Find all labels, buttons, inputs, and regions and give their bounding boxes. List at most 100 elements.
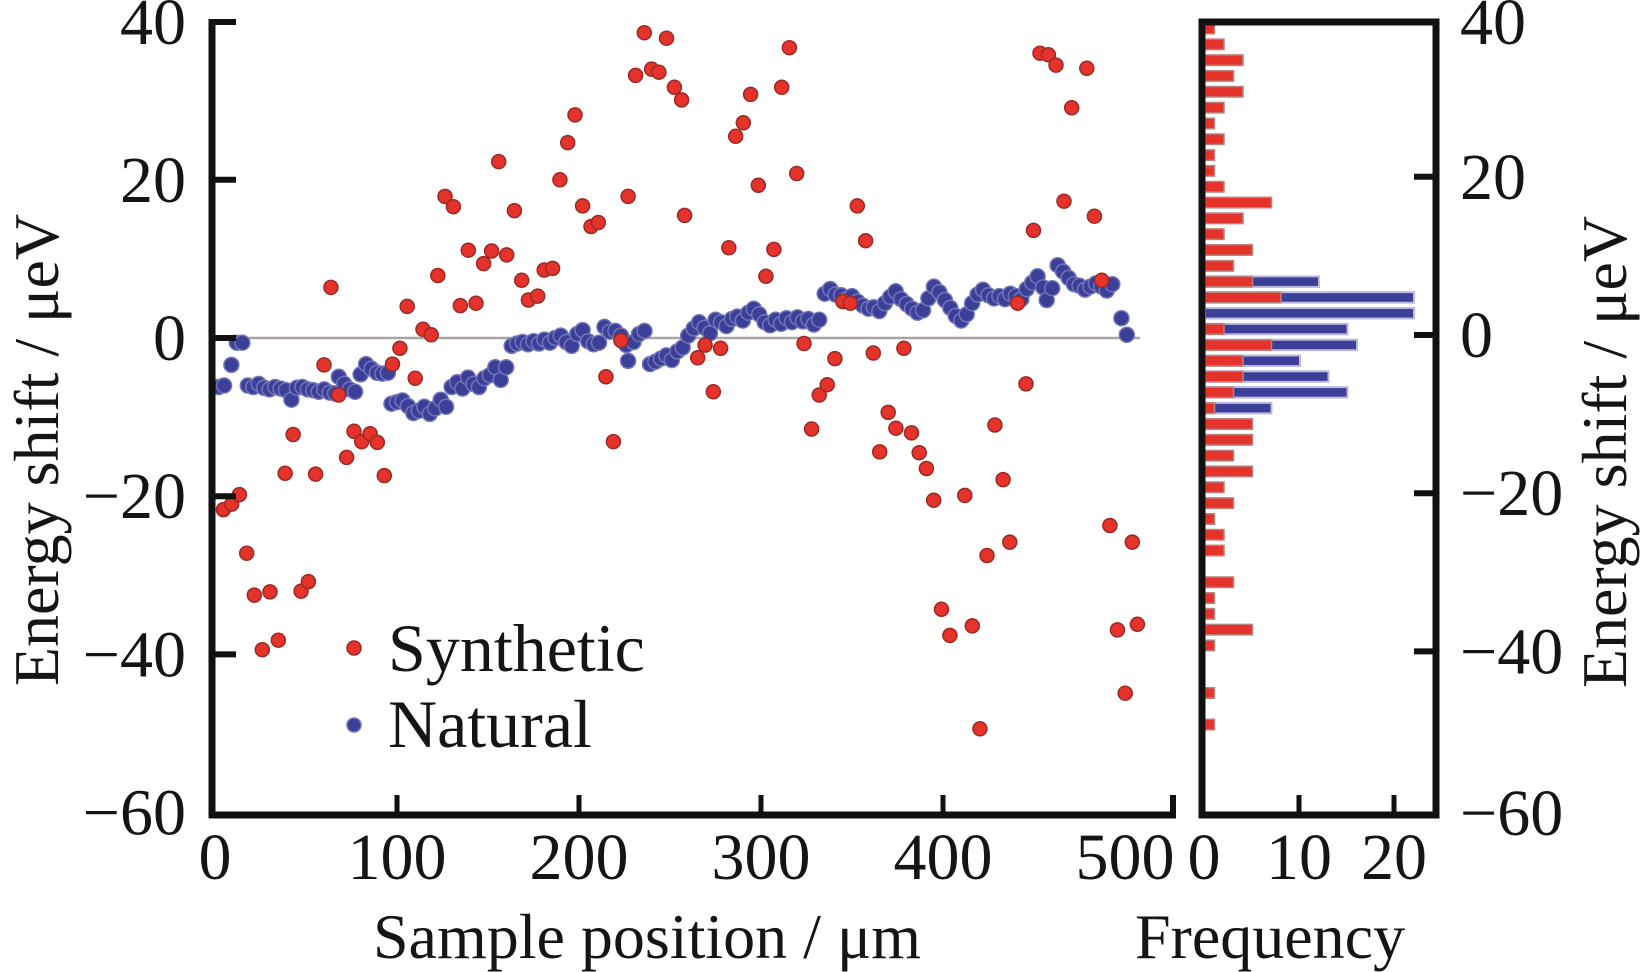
x-tick-label: 300: [712, 821, 811, 894]
synthetic-point: [513, 272, 530, 289]
histogram-bar-synthetic: [1204, 117, 1216, 130]
synthetic-point: [1117, 685, 1133, 701]
synthetic-point: [796, 335, 812, 352]
histogram-y-tick-label: 20: [1460, 141, 1526, 214]
synthetic-point: [766, 241, 782, 258]
x-axis-ticks: 0 100 200 300 400 500: [199, 795, 1175, 894]
natural-point: [1043, 279, 1061, 297]
synthetic-point: [262, 584, 278, 600]
histogram-y-tick-label: −40: [1460, 615, 1563, 688]
y-tick-label: −40: [83, 618, 186, 691]
natural-point: [234, 334, 251, 351]
synthetic-point: [430, 267, 446, 284]
synthetic-point: [506, 202, 523, 219]
histogram-bar-synthetic: [1204, 686, 1216, 699]
histogram-x-axis-ticks: 0 10 20: [1188, 795, 1427, 894]
x-tick-label: 100: [348, 821, 447, 894]
synthetic-point: [1040, 47, 1057, 63]
x-tick-label: 500: [1076, 821, 1175, 894]
synthetic-point: [712, 340, 729, 357]
synthetic-point: [788, 165, 805, 182]
y-tick-label: −60: [83, 777, 186, 850]
natural-point: [223, 356, 240, 374]
histogram-bar-synthetic: [1204, 133, 1225, 146]
synthetic-point: [933, 601, 950, 618]
legend-label-synthetic: Synthetic: [388, 610, 645, 686]
synthetic-point: [742, 86, 759, 103]
natural-point: [346, 383, 364, 401]
synthetic-point: [323, 279, 339, 296]
synthetic-point: [658, 30, 675, 46]
histogram-y-tick-label: 0: [1460, 299, 1493, 372]
y-tick-label: 0: [153, 302, 186, 375]
x-tick-label: 0: [199, 821, 232, 894]
synthetic-point: [330, 387, 347, 403]
histogram-y-tick-label: 40: [1460, 0, 1526, 59]
legend-label-natural: Natural: [388, 686, 592, 762]
synthetic-point: [705, 384, 722, 400]
natural-point: [1118, 326, 1136, 344]
synthetic-point: [620, 188, 636, 205]
synthetic-point: [666, 79, 683, 96]
synthetic-point: [346, 423, 362, 440]
natural-point: [437, 398, 455, 416]
y-axis-ticks: 40 20 0 −20 −40 −60: [83, 0, 236, 850]
synthetic-point: [300, 573, 317, 590]
legend-marker-synthetic: [346, 640, 362, 656]
synthetic-point: [773, 79, 790, 96]
synthetic-point: [1124, 534, 1141, 550]
histogram-bar-synthetic: [1204, 576, 1235, 589]
x-tick-label: 200: [530, 821, 629, 894]
histogram-bar-synthetic: [1204, 180, 1225, 193]
synthetic-point: [942, 627, 958, 644]
synthetic-point: [598, 369, 614, 385]
synthetic-point: [880, 404, 896, 421]
synthetic-point: [871, 444, 888, 460]
synthetic-point: [676, 207, 693, 224]
histogram-bar-synthetic: [1204, 101, 1225, 114]
histogram-bar-synthetic: [1204, 512, 1216, 525]
histogram-bar-synthetic: [1204, 69, 1235, 82]
synthetic-point: [1048, 57, 1064, 73]
synthetic-point: [1102, 517, 1118, 534]
histogram-bar-synthetic: [1204, 497, 1235, 510]
x-tick-label: 400: [894, 821, 993, 894]
synthetic-point: [1025, 222, 1042, 239]
synthetic-point: [246, 587, 263, 603]
histogram-bar-synthetic: [1204, 259, 1235, 272]
legend-item-natural: Natural: [346, 686, 592, 762]
synthetic-point: [376, 467, 393, 484]
synthetic-point: [445, 198, 462, 215]
histogram-bar-synthetic: [1204, 386, 1235, 399]
synthetic-point: [964, 618, 981, 634]
synthetic-point: [468, 295, 484, 311]
synthetic-series: [215, 24, 1146, 737]
synthetic-point: [544, 260, 561, 277]
histogram-bar-synthetic: [1204, 481, 1225, 494]
histogram-bar-natural: [1204, 307, 1415, 320]
histogram-bar-synthetic: [1204, 718, 1216, 731]
natural-point: [810, 311, 828, 329]
natural-point: [1113, 309, 1130, 327]
synthetic-point: [987, 417, 1003, 433]
histogram-bar-synthetic: [1204, 623, 1254, 636]
natural-point: [497, 359, 515, 376]
synthetic-point: [849, 198, 866, 214]
synthetic-point: [567, 107, 583, 123]
histogram-bar-synthetic: [1204, 465, 1254, 478]
natural-point: [590, 334, 608, 351]
histogram-bars: [1204, 22, 1415, 731]
natural-point: [636, 322, 653, 340]
synthetic-point: [918, 460, 935, 477]
histogram-bar-synthetic: [1204, 228, 1225, 241]
synthetic-point: [995, 471, 1011, 488]
synthetic-point: [1056, 193, 1072, 209]
synthetic-point: [651, 64, 667, 80]
synthetic-point: [636, 24, 653, 41]
histogram-bar-synthetic: [1204, 370, 1244, 383]
synthetic-point: [896, 340, 912, 357]
histogram-bar-synthetic: [1204, 85, 1244, 98]
x-axis-title: Sample position / μm: [373, 901, 921, 972]
histogram-y-axis-title: Energy shift / μeV: [1569, 216, 1640, 688]
